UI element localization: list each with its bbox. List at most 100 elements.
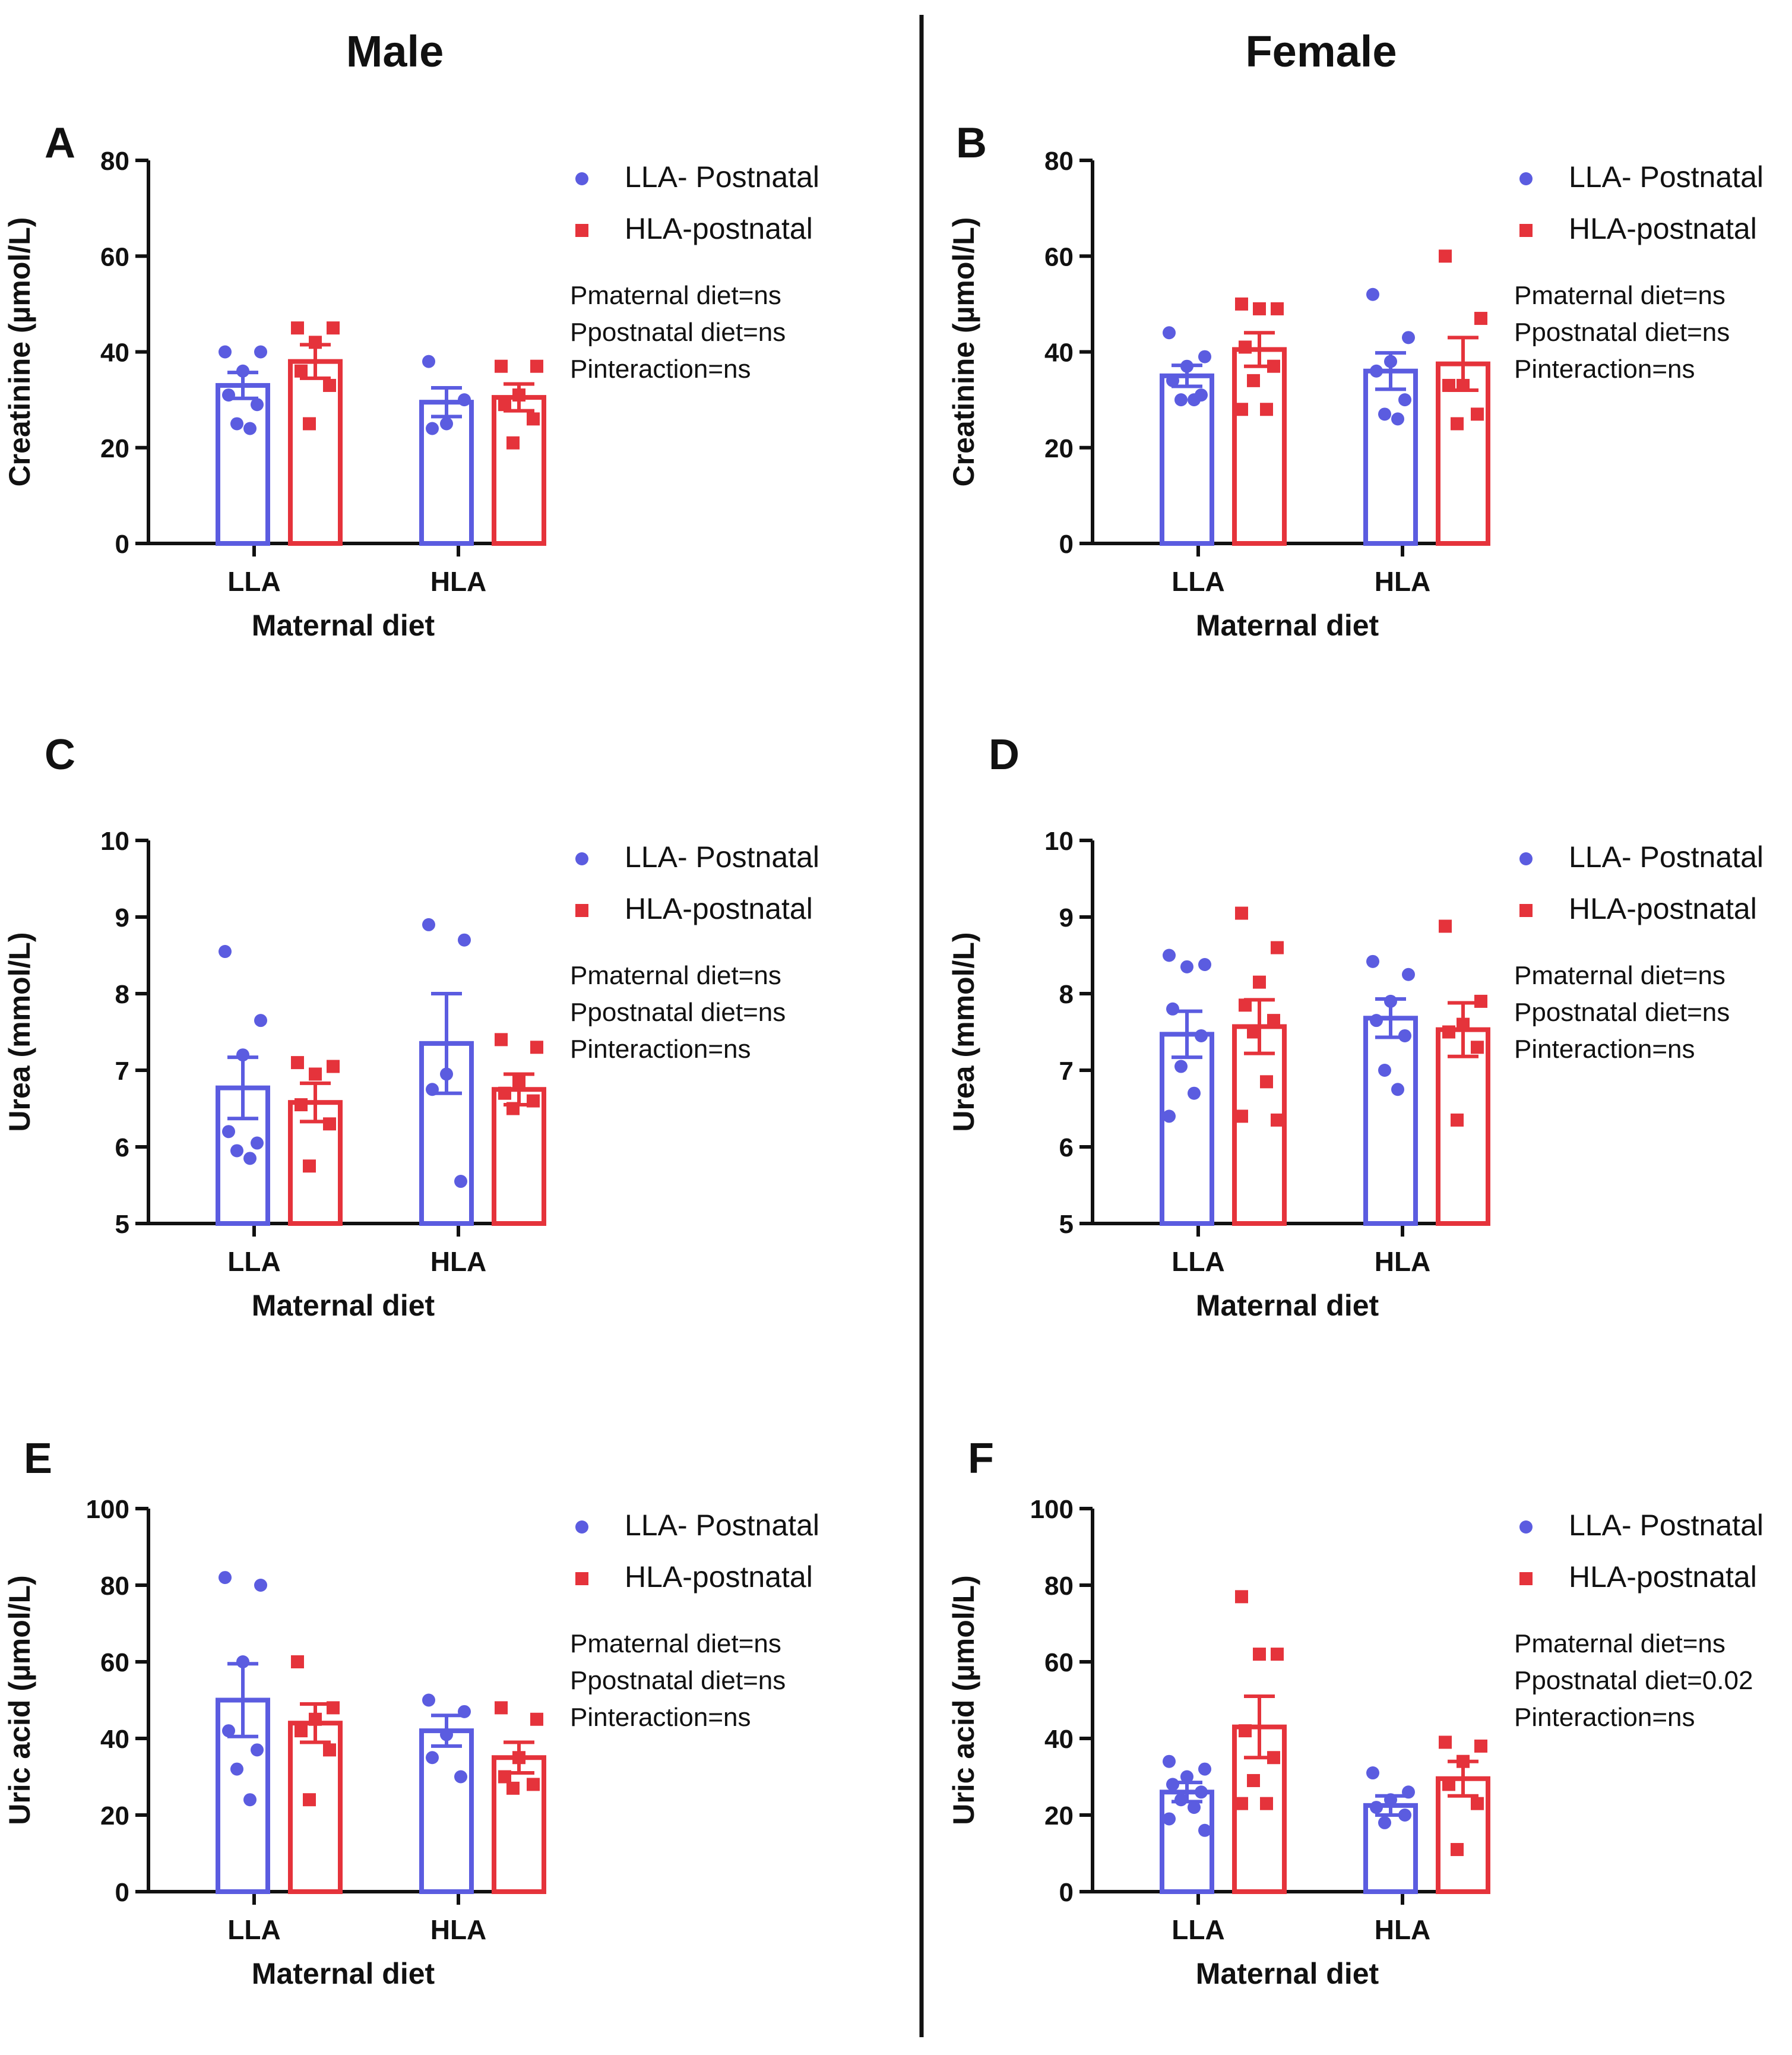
legend-label: LLA- Postnatal bbox=[625, 840, 819, 874]
data-point bbox=[1260, 1797, 1273, 1810]
data-point bbox=[1235, 1797, 1248, 1810]
y-axis-label: Uric acid (µmol/L) bbox=[3, 1575, 36, 1825]
y-axis-label: Urea (mmol/L) bbox=[3, 932, 36, 1131]
y-tick-label: 80 bbox=[1044, 147, 1074, 176]
data-point bbox=[1267, 359, 1280, 373]
data-point bbox=[527, 412, 540, 426]
data-point bbox=[498, 1770, 511, 1784]
chart-panel-f: F 0 20 40 60 80 100 Uric acid (µmol/L) LLA HLA Mat… bbox=[947, 1435, 1763, 1990]
data-point bbox=[1439, 1735, 1452, 1749]
data-point bbox=[506, 1781, 520, 1795]
y-axis-label: Urea (mmol/L) bbox=[947, 932, 980, 1131]
data-point bbox=[1451, 1113, 1464, 1127]
stat-line: Ppostnatal diet=ns bbox=[570, 318, 786, 347]
data-point bbox=[219, 945, 232, 959]
y-tick-label: 8 bbox=[1059, 980, 1074, 1009]
y-tick-label: 7 bbox=[115, 1057, 129, 1086]
stat-line: Ppostnatal diet=ns bbox=[1514, 318, 1730, 347]
data-point bbox=[1457, 378, 1470, 392]
data-point bbox=[512, 1751, 525, 1765]
x-axis-label: Maternal diet bbox=[252, 1957, 435, 1990]
data-point bbox=[440, 1728, 453, 1741]
x-tick-label: LLA bbox=[227, 566, 280, 597]
data-point bbox=[251, 398, 264, 412]
stat-line: Pinteraction=ns bbox=[1514, 1703, 1695, 1732]
data-point bbox=[1457, 1754, 1470, 1768]
data-point bbox=[1198, 350, 1211, 363]
data-point bbox=[1370, 1801, 1383, 1814]
data-point bbox=[1384, 1793, 1397, 1807]
data-point bbox=[506, 1102, 520, 1115]
male-header: Male bbox=[346, 27, 444, 76]
y-tick-label: 0 bbox=[1059, 530, 1074, 559]
y-tick-label: 7 bbox=[1059, 1057, 1074, 1086]
chart-panel-c: C 5 6 7 8 9 10 Urea (mmol/L) LLA HLA Maternal diet… bbox=[3, 731, 819, 1322]
data-point bbox=[251, 1136, 264, 1150]
data-point bbox=[1402, 331, 1415, 344]
data-point bbox=[1271, 941, 1284, 954]
y-tick-label: 80 bbox=[1044, 1572, 1074, 1601]
data-point bbox=[303, 1159, 316, 1173]
data-point bbox=[1247, 1025, 1260, 1039]
data-point bbox=[1471, 1041, 1484, 1054]
legend-label: LLA- Postnatal bbox=[1569, 160, 1763, 194]
legend-marker bbox=[1519, 904, 1533, 917]
data-point bbox=[1442, 1778, 1455, 1791]
data-point bbox=[1471, 407, 1484, 421]
data-point bbox=[422, 918, 435, 931]
data-point bbox=[422, 355, 435, 368]
legend-label: LLA- Postnatal bbox=[1569, 840, 1763, 874]
data-point bbox=[1253, 1648, 1266, 1661]
data-point bbox=[243, 1793, 257, 1807]
data-point bbox=[230, 417, 243, 431]
x-tick-label: HLA bbox=[430, 1914, 487, 1945]
data-point bbox=[1174, 1793, 1188, 1807]
x-tick-label: HLA bbox=[430, 566, 487, 597]
y-tick-label: 8 bbox=[115, 980, 129, 1009]
data-point bbox=[1235, 403, 1248, 416]
data-point bbox=[219, 345, 232, 359]
data-point bbox=[219, 1571, 232, 1585]
data-point bbox=[1166, 1002, 1179, 1016]
legend-label: HLA-postnatal bbox=[1569, 1560, 1757, 1594]
data-point bbox=[1163, 326, 1176, 340]
data-point bbox=[303, 417, 316, 431]
data-point bbox=[1188, 393, 1201, 407]
data-point bbox=[1188, 1086, 1201, 1100]
data-point bbox=[295, 1098, 308, 1112]
panel-letter: E bbox=[24, 1435, 52, 1482]
data-point bbox=[1253, 975, 1266, 989]
data-point bbox=[495, 1701, 508, 1715]
data-point bbox=[1247, 1773, 1260, 1787]
stat-line: Pmaternal diet=ns bbox=[570, 1629, 781, 1658]
data-point bbox=[506, 436, 520, 450]
data-point bbox=[1474, 312, 1487, 325]
data-point bbox=[1271, 1648, 1284, 1661]
data-point bbox=[295, 364, 308, 378]
x-axis-label: Maternal diet bbox=[252, 609, 435, 642]
data-point bbox=[1474, 994, 1487, 1008]
data-point bbox=[291, 1655, 304, 1668]
data-point bbox=[1260, 1075, 1273, 1089]
y-tick-label: 20 bbox=[100, 434, 129, 463]
y-axis-label: Uric acid (µmol/L) bbox=[947, 1575, 980, 1825]
x-tick-label: LLA bbox=[1172, 1246, 1224, 1277]
data-point bbox=[254, 1014, 267, 1028]
data-point bbox=[1366, 954, 1379, 968]
x-axis-label: Maternal diet bbox=[252, 1289, 435, 1322]
stat-line: Ppostnatal diet=ns bbox=[570, 1666, 786, 1695]
data-point bbox=[440, 1067, 453, 1081]
data-point bbox=[495, 1033, 508, 1047]
data-point bbox=[1235, 906, 1248, 920]
data-point bbox=[222, 388, 235, 402]
data-point bbox=[327, 321, 340, 335]
y-tick-label: 9 bbox=[115, 903, 129, 932]
data-point bbox=[1163, 1754, 1176, 1768]
stat-line: Pinteraction=ns bbox=[570, 1703, 751, 1732]
y-axis-label: Creatinine (µmol/L) bbox=[3, 217, 36, 487]
data-point bbox=[230, 1144, 243, 1158]
stat-line: Pmaternal diet=ns bbox=[1514, 1629, 1725, 1658]
data-point bbox=[1239, 340, 1252, 354]
legend-marker bbox=[1519, 224, 1533, 237]
